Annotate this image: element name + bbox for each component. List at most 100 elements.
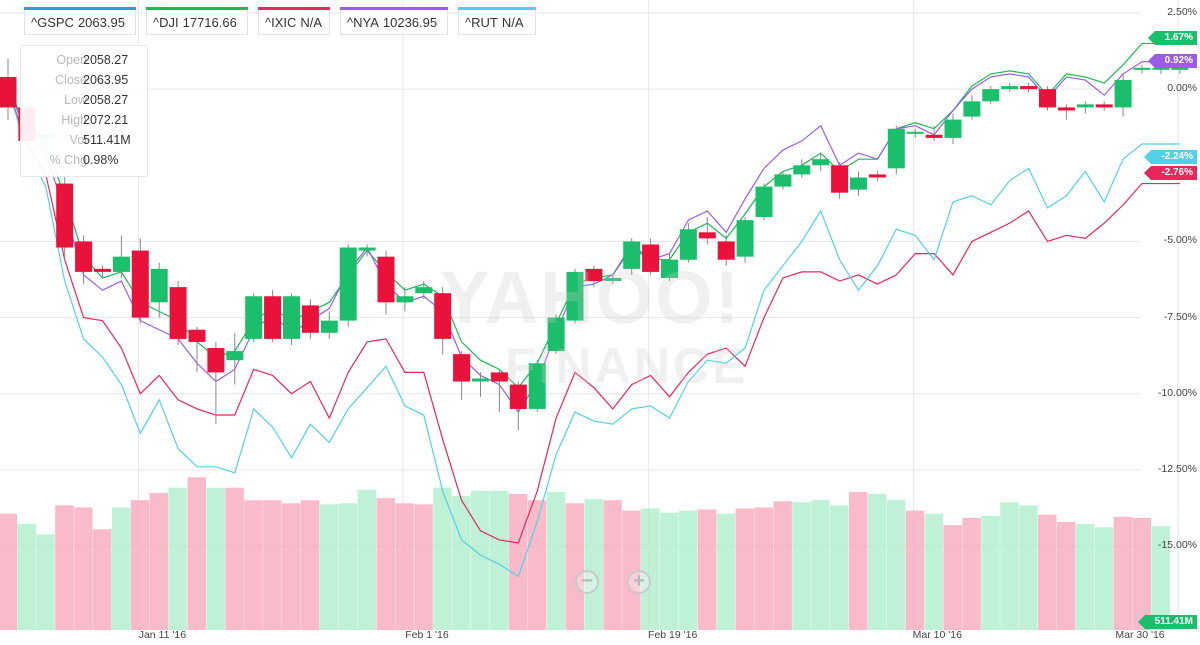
volume-bar [1056,521,1076,630]
candle-body [1171,67,1189,70]
candle-body [717,241,735,260]
volume-bar [886,500,906,630]
volume-bar [414,504,433,630]
volume-bar [830,505,849,630]
series-flag: 1.67% [1147,31,1197,46]
tooltip-value: 511.41M [83,133,131,147]
tab-rut[interactable]: ^RUT N/A [458,7,536,35]
volume-bar [660,512,679,630]
tab-gspc[interactable]: ^GSPC 2063.95 [24,7,136,35]
candle-body [320,320,338,333]
tab-value: N/A [501,15,524,30]
candle-body [982,89,1000,102]
candle-body [1020,86,1038,90]
candle-body [1133,67,1151,70]
candle-body [150,268,168,303]
volume-bar [565,503,584,630]
volume-bar [867,493,887,630]
candle-body [604,277,622,282]
candle-body [1001,86,1019,90]
volume-bar [1113,516,1133,630]
candle-body [1152,67,1170,70]
tab-color-bar [458,7,536,10]
volume-bar [584,499,603,630]
tooltip-value: 2063.95 [83,73,129,87]
volume-bar [471,490,490,630]
candle-body [1095,104,1113,108]
candle-body [75,241,93,272]
volume-bar [1038,514,1057,630]
volume-bar [735,508,755,630]
volume-bar [319,504,339,630]
volume-bar [74,507,93,630]
tab-dji[interactable]: ^DJI 17716.66 [146,7,248,35]
tooltip-value: 2072.21 [83,113,129,127]
volume-bar [395,503,414,630]
candle-body [490,372,508,382]
tooltip-row: Low 2058.27 [21,90,147,110]
candle-body [642,244,660,272]
candle-body [415,287,433,294]
tooltip-value: 0.98% [83,153,119,167]
volume-bar [36,534,55,630]
candle-body [755,186,773,218]
volume-bar [376,498,395,630]
tab-symbol: ^RUT [465,15,498,30]
candle-body [396,296,414,303]
candle-body [283,296,300,339]
candle-body [94,268,111,272]
candle-body [793,165,811,175]
volume-bar [0,513,17,630]
candle-body [963,101,981,117]
volume-bar [962,517,981,630]
tab-color-bar [340,7,448,10]
y-tick-label: 2.50% [1167,6,1197,18]
volume-bar [433,487,452,630]
candle-body [661,259,678,278]
candle-body [339,247,357,321]
tab-symbol: ^IXIC [265,15,297,30]
tooltip-value: 2058.27 [83,53,129,67]
tooltip-row: High 2072.21 [21,110,147,130]
candle-body [1114,80,1132,108]
x-tick-label: Mar 10 '16 [912,629,962,641]
volume-bar [130,500,150,630]
candle-body [774,174,792,187]
volume-bar [1019,505,1038,630]
tooltip-row: % Chg 0.98% [21,150,147,170]
x-tick-label: Mar 30 '16 [1115,629,1165,641]
candle-body [0,76,17,108]
volume-bar [1075,524,1095,630]
y-tick-label: -10.00% [1157,386,1197,399]
volume-bar [754,507,773,630]
tooltip-label: Vol [69,133,87,147]
candle-body [679,229,697,260]
x-tick-label: Feb 19 '16 [648,629,698,641]
candle-body [509,384,527,409]
zoom-in-icon[interactable]: + [627,570,651,594]
volume-bar [187,477,206,630]
candle-body [547,317,565,352]
tab-ixic[interactable]: ^IXIC N/A [258,7,330,35]
tooltip-row: Vol 511.41M [21,130,147,150]
volume-bar [811,500,830,630]
volume-bar [338,503,358,630]
volume-flag-text: 511.41M [1154,616,1193,627]
candle-body [906,131,924,134]
volume-bar [603,500,622,630]
volume-bar [1000,502,1019,630]
tab-nya[interactable]: ^NYA 10236.95 [340,7,448,35]
ohlc-tooltip: Open 2058.27 Close 2063.95 Low 2058.27 High 207… [20,45,148,177]
volume-bar [773,501,792,630]
tooltip-row: Open 2058.27 [21,50,147,70]
candle-body [944,119,962,138]
candle-body [56,183,74,248]
tooltip-label: Close [55,73,87,87]
volume-bar [17,524,36,630]
volume-bar [678,510,698,630]
volume-bar [1151,526,1170,630]
series-flag: 0.92% [1147,54,1197,69]
zoom-out-icon[interactable]: − [575,570,599,594]
volume-bar [508,493,528,630]
tab-color-bar [24,7,136,10]
